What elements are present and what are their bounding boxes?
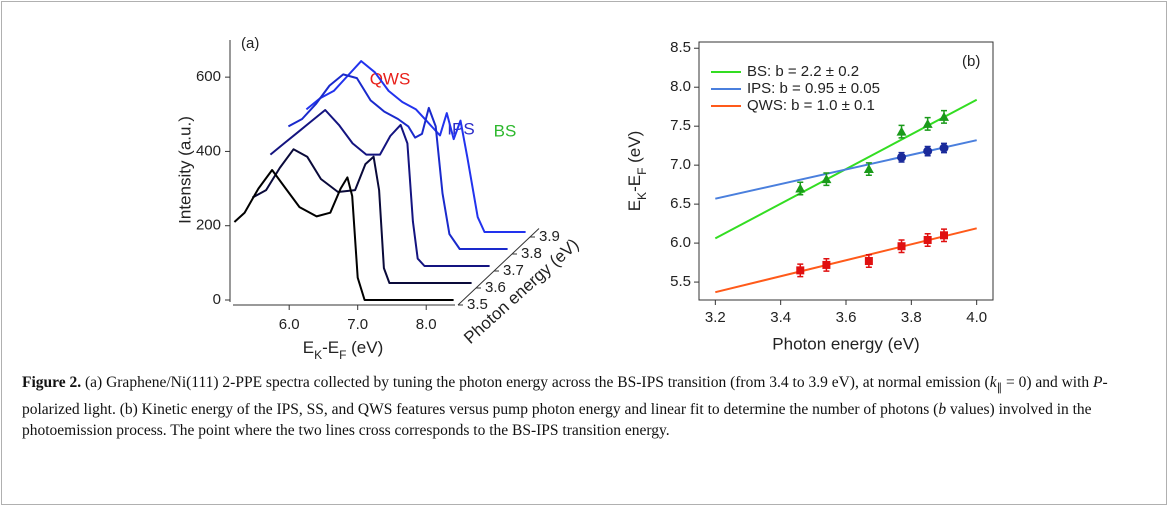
marker	[923, 235, 932, 244]
marker	[923, 146, 933, 156]
marker	[897, 152, 907, 162]
legend-label: IPS: b = 0.95 ± 0.05	[747, 80, 880, 97]
panel-label: (a)	[241, 35, 259, 52]
marker	[922, 118, 933, 128]
marker	[897, 242, 906, 251]
marker	[863, 164, 874, 174]
z-tick-label: 3.7	[503, 262, 524, 279]
y-axis-label-part: K	[635, 192, 649, 200]
marker	[940, 231, 948, 240]
x-axis-label-part: -E	[322, 338, 339, 357]
marker	[821, 174, 832, 184]
panel-label: (b)	[962, 53, 980, 70]
y-axis-label: EK-EF (eV)	[625, 131, 649, 212]
y-tick-label: 5.5	[670, 273, 691, 290]
caption-text: k	[989, 374, 997, 391]
marker	[896, 126, 907, 136]
legend-label: BS: b = 2.2 ± 0.2	[747, 63, 859, 80]
x-axis-label-part: F	[339, 348, 346, 362]
z-tick-label: 3.6	[485, 279, 506, 296]
caption-text: = 0) and with	[1002, 374, 1094, 391]
z-axis	[457, 228, 540, 306]
y-tick-label: 0	[213, 291, 221, 308]
spectrum-line	[287, 73, 508, 250]
z-tick-label: 3.9	[539, 228, 560, 245]
y-axis-label: Intensity (a.u.)	[175, 116, 194, 224]
fit-line	[715, 139, 977, 200]
caption-text: Figure 2.	[22, 374, 82, 391]
y-tick-label: 7.5	[670, 117, 691, 134]
annotation: QWS	[370, 69, 411, 88]
x-tick-label: 6.0	[279, 316, 300, 333]
y-axis-label-part: F	[635, 168, 649, 175]
spectrum-line	[305, 60, 526, 233]
caption-text: values) involved in the photoemission pr…	[22, 401, 1092, 440]
marker	[864, 257, 873, 266]
x-tick-label: 3.2	[705, 309, 726, 326]
y-axis-label-part: (eV)	[625, 131, 644, 168]
annotation: IPS	[447, 119, 474, 138]
x-axis-label: EK-EF (eV)	[303, 338, 384, 362]
y-tick-label: 7.0	[670, 156, 691, 173]
fit-line	[715, 227, 977, 294]
x-tick-label: 8.0	[416, 316, 437, 333]
marker	[796, 266, 805, 275]
caption-text: ∥	[996, 382, 1003, 395]
legend-label: QWS: b = 1.0 ± 0.1	[747, 97, 875, 114]
x-tick-label: 3.8	[901, 309, 922, 326]
marker	[939, 111, 949, 121]
caption-text: (a) Graphene/Ni(111) 2-PPE spectra colle…	[81, 374, 990, 391]
x-tick-label: 3.6	[836, 309, 857, 326]
caption-text: P	[1093, 374, 1103, 391]
marker	[822, 260, 831, 269]
marker	[795, 183, 806, 193]
x-axis-label-part: K	[314, 348, 322, 362]
x-tick-label: 3.4	[770, 309, 791, 326]
y-axis-label-part: E	[625, 200, 644, 211]
z-tick-label: 3.8	[521, 245, 542, 262]
caption-text: -polarized light. (b) Kinetic energy of …	[22, 374, 1108, 419]
y-tick-label: 8.5	[670, 39, 691, 56]
x-axis-label: Photon energy (eV)	[772, 334, 919, 353]
y-tick-label: 600	[196, 68, 221, 85]
spectrum-line	[251, 148, 472, 284]
y-tick-label: 6.0	[670, 234, 691, 251]
spectrum-line	[233, 169, 454, 301]
annotation: BS	[494, 121, 517, 140]
caption-text: b	[938, 401, 947, 419]
z-tick-label: 3.5	[467, 296, 488, 313]
x-tick-label: 7.0	[347, 316, 368, 333]
x-axis-label-part: (eV)	[346, 338, 383, 357]
y-tick-label: 6.5	[670, 195, 691, 212]
x-tick-label: 4.0	[966, 309, 987, 326]
marker	[939, 143, 949, 153]
y-tick-label: 400	[196, 142, 221, 159]
y-tick-label: 8.0	[670, 78, 691, 95]
caption: Figure 2. (a) Graphene/Ni(111) 2-PPE spe…	[22, 372, 1147, 441]
y-tick-label: 200	[196, 217, 221, 234]
y-axis-label-part: -E	[625, 175, 644, 192]
spectrum-line	[269, 109, 490, 267]
x-axis-label-part: E	[303, 338, 314, 357]
